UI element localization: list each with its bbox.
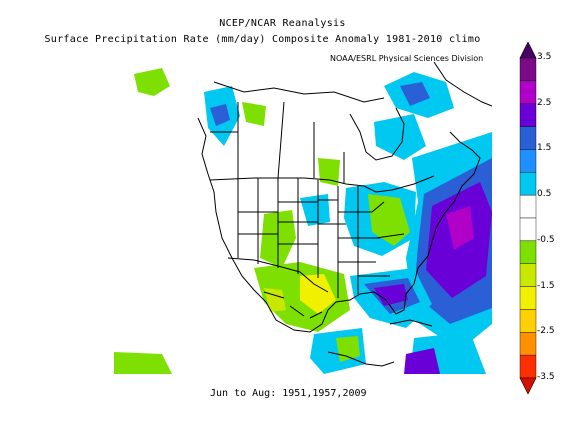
green-patch-nw	[134, 68, 170, 96]
colorbar-tick-label: -0.5	[537, 234, 555, 245]
time-period-label: Jun to Aug: 1951,1957,2009	[210, 388, 367, 399]
map-boundaries	[197, 62, 492, 367]
green-patch-sw-pacific	[114, 352, 172, 374]
anomaly-fill	[114, 68, 492, 374]
canada-us-border	[209, 175, 435, 193]
colorbar-segment	[519, 286, 537, 310]
central-america	[327, 351, 395, 367]
colorbar-tick-label: -3.5	[537, 372, 555, 382]
colorbar-segment	[519, 240, 537, 264]
colorbar-segment	[519, 354, 537, 379]
colorbar-segment	[519, 80, 537, 104]
credit-label: NOAA/ESRL Physical Sciences Division	[330, 54, 484, 63]
state-lines-east	[337, 186, 405, 298]
blue-patch-ak	[210, 104, 230, 126]
purple-patch-caribbean	[404, 348, 440, 374]
state-lines-central	[278, 178, 346, 278]
colorbar-segment	[519, 172, 537, 196]
colorbar-segment	[519, 194, 537, 219]
mexico-states	[263, 291, 323, 319]
colorbar-segment	[519, 126, 537, 150]
yellow-patch-texas	[300, 274, 336, 314]
state-lines-west	[237, 178, 279, 268]
magenta-patch-atlantic	[446, 206, 474, 250]
canada-provinces	[210, 101, 345, 184]
colorbar-tick-label: -1.5	[537, 280, 555, 291]
chart-title: NCEP/NCAR Reanalysis	[219, 18, 346, 29]
chart-subtitle: Surface Precipitation Rate (mm/day) Comp…	[44, 34, 481, 45]
colorbar-segment	[519, 309, 537, 333]
colorbar-top-arrow	[519, 42, 537, 59]
colorbar-segment	[519, 57, 537, 82]
purple-patch-gulf	[374, 284, 408, 306]
precipitation-anomaly-map	[114, 62, 492, 374]
colorbar-tick-label: 2.5	[537, 97, 552, 108]
colorbar-segment	[519, 332, 537, 356]
colorbar-segment	[519, 263, 537, 287]
colorbar-segment	[519, 103, 537, 127]
blue-patch-baffin	[400, 82, 430, 106]
colorbar-segment	[519, 149, 537, 173]
colorbar-bottom-arrow	[519, 377, 537, 394]
colorbar-tick-label: 3.5	[537, 52, 552, 62]
colorbar-tick-label: -2.5	[537, 326, 555, 337]
coastline-greenland	[433, 62, 492, 107]
color-scale-bar	[519, 42, 537, 394]
cuba	[389, 319, 433, 327]
colorbar-tick-label: 1.5	[537, 143, 552, 154]
coastline-north-america	[197, 117, 481, 333]
us-mexico-border	[227, 257, 329, 293]
green-patch-bc	[242, 102, 266, 126]
coastline-hudson-bay	[349, 107, 405, 161]
colorbar-segment	[519, 217, 537, 242]
colorbar-tick-label: 0.5	[537, 189, 552, 200]
cyan-patch-hudson	[374, 114, 426, 160]
coastline-arctic	[213, 81, 385, 103]
